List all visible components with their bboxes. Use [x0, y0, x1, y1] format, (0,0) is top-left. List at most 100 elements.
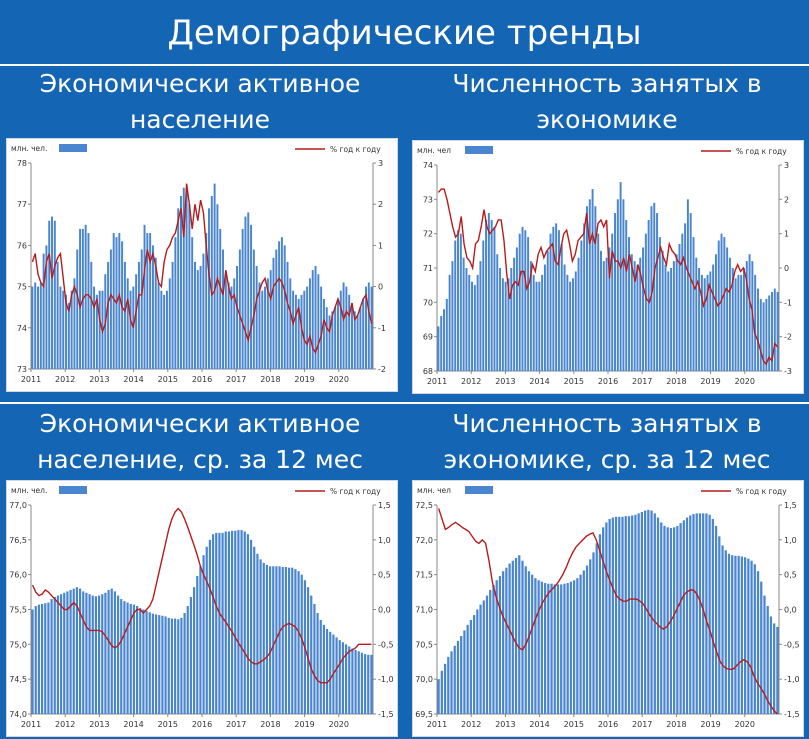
bar	[45, 245, 48, 369]
bar	[721, 545, 724, 714]
bar	[723, 237, 726, 371]
bar	[705, 513, 708, 714]
bar	[556, 584, 560, 714]
bar	[437, 326, 440, 371]
bar	[275, 249, 278, 369]
bar	[501, 278, 504, 371]
bar	[179, 195, 182, 369]
bar	[695, 257, 698, 371]
bar	[320, 286, 323, 369]
x-tick-label: 2014	[529, 377, 549, 386]
bar	[714, 254, 717, 371]
bar	[569, 581, 573, 714]
x-tick-label: 2020	[329, 720, 349, 729]
bar	[325, 629, 329, 714]
bar	[199, 566, 202, 714]
right-tick-label: 0	[378, 283, 383, 292]
left-tick-label: 71,5	[415, 571, 433, 580]
bar	[339, 290, 342, 369]
right-tick-label: -1,5	[784, 710, 800, 719]
bar	[164, 616, 167, 714]
bar	[308, 278, 311, 369]
bar	[158, 615, 161, 714]
bar	[776, 292, 779, 371]
bar	[208, 208, 210, 369]
right-tick-label: 0,5	[378, 571, 391, 580]
bar	[440, 670, 443, 714]
x-tick-label: 2020	[735, 377, 755, 386]
bar	[370, 654, 373, 714]
bar	[174, 237, 177, 369]
yoy-line	[31, 183, 373, 355]
bar	[689, 213, 692, 371]
bar	[192, 587, 196, 714]
bar	[196, 270, 199, 369]
bar	[48, 220, 51, 369]
bar	[465, 268, 468, 371]
bar	[205, 546, 208, 714]
bar	[763, 595, 766, 714]
x-tick-label: 2014	[529, 720, 549, 729]
bar	[322, 298, 325, 369]
x-tick-label: 2018	[260, 375, 280, 384]
bar	[255, 266, 258, 369]
bar	[222, 249, 225, 369]
right-tick-label: -2	[378, 365, 386, 374]
bar	[443, 663, 447, 714]
bar	[34, 282, 37, 369]
bar	[771, 292, 773, 371]
bar	[240, 530, 243, 714]
bar	[711, 518, 714, 714]
bar	[673, 527, 676, 714]
bar	[532, 274, 535, 371]
bar	[256, 553, 259, 714]
bar	[75, 587, 79, 714]
x-tick-label: 2019	[700, 377, 720, 386]
bar	[718, 536, 721, 714]
left-tick-label: 76	[17, 241, 27, 250]
bar	[591, 189, 594, 371]
bar	[237, 530, 240, 714]
bar	[642, 247, 645, 371]
bar	[686, 199, 689, 371]
bar	[129, 603, 132, 714]
bar	[576, 578, 579, 714]
bar	[555, 223, 558, 371]
panel-title-3: Экономически активное население, ср. за …	[0, 406, 400, 478]
bar	[743, 557, 747, 714]
bar	[94, 596, 98, 714]
bar	[637, 513, 640, 714]
bar	[515, 247, 518, 371]
bar	[56, 261, 59, 369]
bar	[681, 233, 684, 371]
bar	[666, 527, 669, 714]
bar	[348, 646, 351, 714]
bar	[345, 286, 348, 369]
bar	[139, 608, 142, 714]
bar	[462, 257, 465, 371]
bar	[88, 594, 91, 714]
bar	[618, 516, 621, 714]
bar	[658, 237, 661, 371]
bar	[472, 615, 476, 714]
bar	[112, 233, 115, 369]
bar	[692, 237, 695, 371]
x-tick-label: 2013	[89, 720, 109, 729]
x-tick-label: 2017	[226, 375, 246, 384]
x-tick-label: 2012	[461, 377, 481, 386]
bar	[120, 599, 123, 714]
legend-bar-label: млн. чел	[417, 486, 451, 495]
x-tick-label: 2015	[158, 375, 178, 384]
bar	[336, 298, 339, 369]
bar	[485, 219, 488, 371]
bar	[186, 606, 189, 714]
bar	[31, 286, 34, 369]
bar	[592, 552, 595, 714]
bar	[154, 614, 158, 714]
legend-bar-swatch	[465, 486, 493, 494]
bar	[250, 224, 253, 369]
bar	[135, 606, 139, 714]
bar	[300, 294, 303, 369]
bar	[550, 583, 553, 714]
bar	[62, 290, 65, 369]
